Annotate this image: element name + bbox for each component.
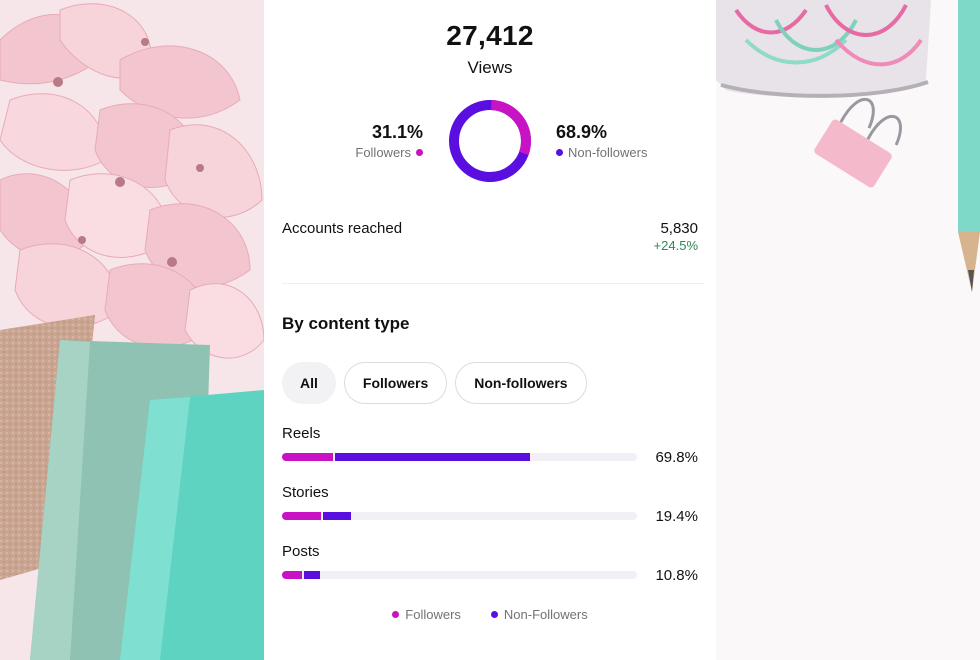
followers-stat: 31.1% Followers bbox=[355, 122, 423, 160]
accounts-reached-change: +24.5% bbox=[653, 238, 698, 253]
content-row-bar bbox=[282, 571, 637, 579]
content-row-label: Posts bbox=[282, 543, 320, 560]
content-row-bar bbox=[282, 453, 637, 461]
legend-followers-label: Followers bbox=[405, 607, 461, 622]
bar-followers-segment bbox=[282, 453, 334, 461]
non-followers-percent: 68.9% bbox=[556, 122, 608, 142]
content-row-percent: 10.8% bbox=[655, 567, 698, 584]
background-right-stationery bbox=[716, 0, 980, 660]
accounts-reached-value: 5,830 bbox=[660, 220, 698, 237]
legend-item-non-followers: Non-Followers bbox=[490, 607, 588, 622]
legend-non-followers-dot-icon bbox=[490, 611, 498, 618]
content-row-percent: 69.8% bbox=[655, 449, 698, 466]
donut-followers-arc bbox=[449, 100, 531, 182]
filter-chip-all[interactable]: All bbox=[282, 362, 336, 404]
non-followers-label: Non-followers bbox=[568, 145, 648, 160]
flowers-and-notebooks-illustration bbox=[0, 0, 264, 660]
bar-followers-segment bbox=[282, 571, 302, 579]
content-row-label: Stories bbox=[282, 484, 329, 501]
non-followers-stat: 68.9% Non-followers bbox=[556, 122, 647, 160]
background-left-flowers bbox=[0, 0, 264, 660]
views-donut-chart bbox=[449, 100, 531, 182]
insights-panel: 27,412 Views 31.1% Followers 68.9% Non-f… bbox=[264, 0, 716, 660]
paperclip-jar-illustration bbox=[716, 0, 980, 660]
views-count: 27,412 bbox=[446, 20, 534, 51]
followers-dot-icon bbox=[416, 149, 423, 156]
legend-followers-dot-icon bbox=[392, 611, 400, 618]
accounts-reached-label: Accounts reached bbox=[282, 220, 403, 237]
bar-non-followers-segment bbox=[335, 453, 530, 461]
followers-percent: 31.1% bbox=[371, 122, 423, 142]
non-followers-dot-icon bbox=[556, 149, 563, 156]
content-row-label: Reels bbox=[282, 425, 321, 442]
content-row-percent: 19.4% bbox=[655, 508, 698, 525]
content-row-bar bbox=[282, 512, 637, 520]
followers-label: Followers bbox=[355, 145, 411, 160]
filter-chip-non-followers[interactable]: Non-followers bbox=[455, 362, 587, 404]
bar-legend: Followers Non-Followers bbox=[264, 607, 716, 622]
legend-item-followers: Followers bbox=[392, 607, 461, 622]
bar-non-followers-segment bbox=[323, 512, 351, 520]
filter-chip-followers[interactable]: Followers bbox=[343, 362, 448, 404]
section-divider bbox=[282, 283, 704, 284]
filter-chips: All Followers Non-followers bbox=[282, 362, 587, 404]
content-type-title: By content type bbox=[282, 314, 410, 333]
views-label: Views bbox=[467, 58, 513, 77]
legend-non-followers-label: Non-Followers bbox=[503, 607, 588, 622]
bar-non-followers-segment bbox=[303, 571, 321, 579]
bar-followers-segment bbox=[282, 512, 322, 520]
